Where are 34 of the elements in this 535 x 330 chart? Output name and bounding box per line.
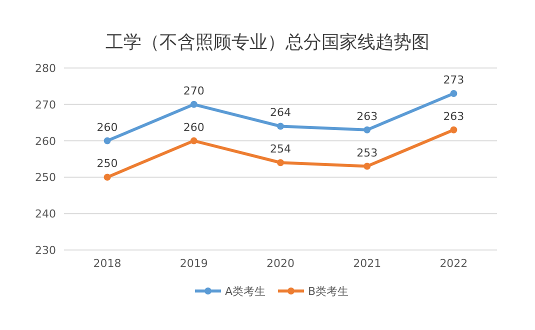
point: [104, 174, 111, 181]
y-tick-label: 280: [35, 62, 56, 75]
point: [277, 159, 284, 166]
x-tick-label: 2019: [180, 257, 208, 270]
data-label: 273: [443, 73, 464, 86]
point: [364, 162, 371, 170]
x-tick-label: 2021: [353, 257, 382, 270]
point: [450, 90, 458, 97]
point: [104, 137, 111, 144]
y-tick-label: 270: [35, 98, 56, 112]
data-label: 250: [96, 157, 118, 170]
data-label: 270: [183, 84, 204, 98]
data-label: 260: [96, 120, 118, 134]
y-tick-label: 240: [35, 208, 56, 221]
x-tick-label: 2022: [440, 257, 468, 270]
y-tick-label: 260: [35, 134, 56, 148]
chart-title: 工学（不含照顾专业）总分国家线趋势图: [106, 32, 430, 53]
y-tick-label: 230: [35, 244, 56, 257]
x-tick-label: 2020: [266, 257, 294, 270]
data-label: 260: [183, 120, 204, 134]
point: [277, 122, 284, 130]
data-label: 264: [270, 106, 291, 120]
x-tick-label: 2018: [93, 257, 122, 270]
y-tick-label: 250: [35, 171, 56, 184]
legend-label: A类考生: [225, 285, 266, 298]
data-label: 254: [270, 142, 291, 156]
data-label: 263: [443, 110, 464, 123]
point: [364, 126, 371, 134]
data-label: 253: [356, 146, 378, 160]
data-label: 263: [356, 110, 378, 123]
point: [190, 100, 198, 108]
legend-label: B类考生: [308, 285, 349, 298]
point: [190, 137, 198, 144]
point: [450, 126, 458, 134]
